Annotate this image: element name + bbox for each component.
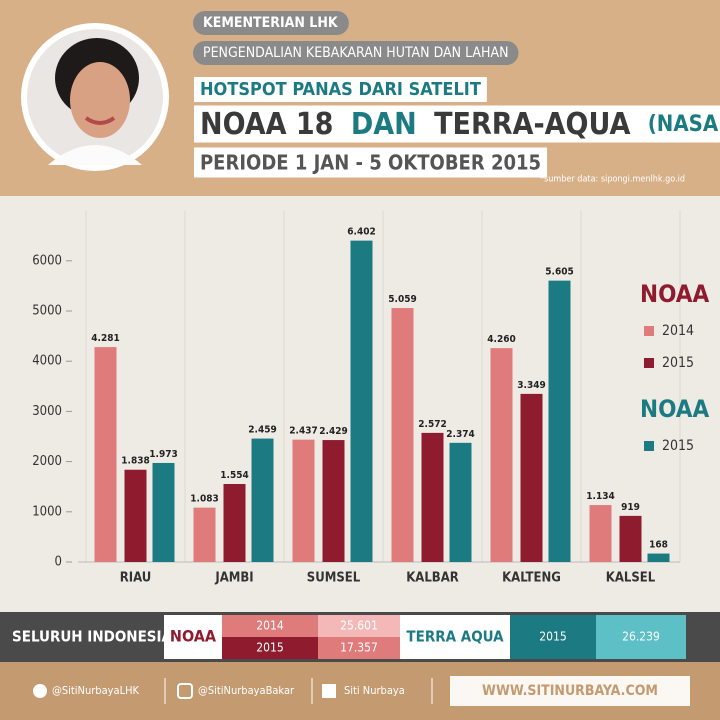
bar — [619, 515, 642, 562]
summary-label: SELURUH INDONESIA : — [12, 628, 182, 646]
bar — [421, 432, 444, 562]
value-label: 6.402 — [347, 227, 375, 238]
bar — [647, 553, 670, 562]
bar — [589, 505, 612, 562]
x-tick-label: KALBAR — [406, 571, 459, 586]
value-label: 919 — [621, 502, 640, 513]
header-pill — [194, 105, 720, 143]
value-label: 168 — [649, 540, 668, 551]
value-label: 4.281 — [91, 333, 119, 344]
bar — [548, 280, 571, 562]
noaa-label: NOAA — [170, 627, 217, 646]
bar — [520, 393, 543, 562]
y-tick-label: 3000 — [32, 404, 62, 419]
summary-total: 25.601 — [340, 619, 378, 633]
value-label: 1.134 — [586, 491, 614, 502]
header-pill — [193, 41, 519, 65]
header-pill — [193, 11, 349, 35]
bar — [94, 347, 117, 562]
summary: SELURUH INDONESIA : NOAA 2014 2015 25.60… — [12, 615, 686, 659]
legend-label: 2014 — [662, 323, 694, 339]
value-label: 1.973 — [149, 449, 177, 460]
portrait — [21, 23, 169, 171]
legend-group-title: NOAA — [640, 395, 709, 423]
value-label: 1.083 — [190, 494, 218, 505]
value-label: 5.605 — [545, 267, 573, 278]
chart: 0100020003000400050006000RIAU4.2811.8381… — [32, 210, 709, 586]
summary-year: 2015 — [539, 630, 566, 644]
value-label: 2.459 — [248, 425, 276, 436]
summary-year: 2014 — [256, 619, 284, 633]
value-label: 2.429 — [319, 426, 347, 437]
y-tick-label: 5000 — [32, 304, 62, 319]
value-label: 4.260 — [487, 334, 515, 345]
title-part: TERRA-AQUA — [434, 107, 630, 142]
bar — [490, 348, 513, 562]
y-tick-label: 4000 — [32, 354, 62, 369]
bar — [322, 440, 345, 562]
bar — [193, 507, 216, 562]
header-pill — [194, 77, 487, 102]
legend-group-title: NOAA — [640, 280, 709, 308]
summary-total: 17.357 — [340, 641, 378, 655]
twitter[interactable]: @SitiNurbayaLHK — [52, 684, 140, 697]
value-label: 1.838 — [121, 456, 149, 467]
y-tick-label: 1000 — [32, 504, 62, 519]
bar — [449, 442, 472, 562]
bar — [124, 469, 147, 562]
header: KEMENTERIAN LHK PENGENDALIAN KEBAKARAN H… — [193, 11, 720, 185]
instagram[interactable]: @SitiNurbayaBakar — [198, 684, 295, 697]
title: NOAA 18 DAN TERRA-AQUA (NASA) — [200, 107, 720, 142]
title-part: NOAA 18 — [200, 107, 333, 142]
legend-swatch — [644, 326, 654, 336]
value-label: 2.437 — [289, 426, 317, 437]
value-label: 1.554 — [220, 470, 248, 481]
source: *sumber data: sipongi.menlhk.go.id — [540, 175, 685, 185]
x-tick-label: KALSEL — [606, 571, 656, 586]
bar — [223, 483, 246, 562]
y-tick-label: 6000 — [32, 253, 62, 268]
summary-total: 26.239 — [622, 630, 660, 644]
ministry: KEMENTERIAN LHK — [203, 15, 339, 31]
value-label: 2.374 — [446, 429, 474, 440]
y-tick-label: 2000 — [32, 454, 62, 469]
value-label: 5.059 — [388, 294, 416, 305]
bar — [350, 240, 373, 562]
title-part: (NASA) — [648, 112, 720, 137]
legend-swatch — [644, 358, 654, 368]
subtitle: HOTSPOT PANAS DARI SATELIT — [200, 79, 481, 100]
facebook[interactable]: Siti Nurbaya — [344, 684, 405, 697]
x-tick-label: RIAU — [120, 571, 152, 586]
bar — [152, 462, 175, 562]
y-tick-label: 0 — [55, 555, 62, 570]
x-tick-label: KALTENG — [502, 571, 561, 586]
bar — [251, 438, 274, 562]
x-tick-label: SUMSEL — [307, 571, 361, 586]
title-part: DAN — [351, 107, 417, 142]
legend-label: 2015 — [662, 438, 694, 454]
bar — [391, 308, 414, 562]
legend-label: 2015 — [662, 355, 694, 371]
value-label: 2.572 — [418, 419, 446, 430]
x-tick-label: JAMBI — [214, 571, 253, 586]
legend-swatch — [644, 441, 654, 451]
program: PENGENDALIAN KEBAKARAN HUTAN DAN LAHAN — [203, 45, 509, 61]
terra-aqua-label: TERRA AQUA — [406, 628, 504, 646]
period: PERIODE 1 JAN - 5 OKTOBER 2015 — [200, 151, 541, 175]
header-pill — [194, 147, 548, 178]
value-label: 3.349 — [517, 380, 545, 391]
summary-year: 2015 — [256, 641, 283, 655]
website[interactable]: WWW.SITINURBAYA.COM — [482, 683, 658, 699]
bar — [292, 439, 315, 562]
footer: @SitiNurbayaLHK @SitiNurbayaBakar Siti N… — [33, 676, 690, 706]
